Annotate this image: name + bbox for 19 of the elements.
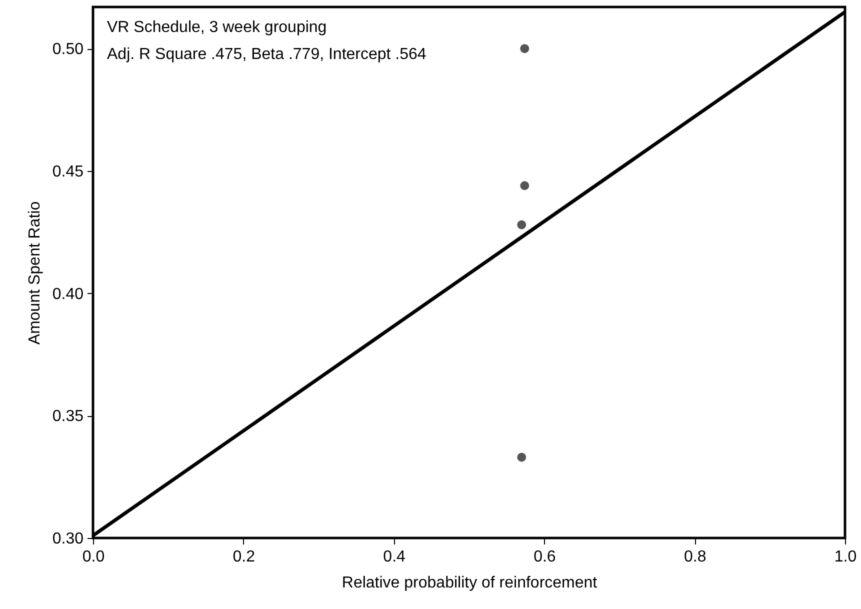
y-tick-label: 0.30 xyxy=(52,530,84,548)
annotation: Adj. R Square .475, Beta .779, Intercept .564 xyxy=(107,46,426,63)
x-tick-label: 0.6 xyxy=(534,548,556,566)
x-tick-label: 0.2 xyxy=(232,548,256,566)
y-axis-title: Amount Spent Ratio xyxy=(26,201,44,345)
y-tick-label: 0.50 xyxy=(52,41,84,58)
y-tick-label: 0.40 xyxy=(52,286,84,303)
point xyxy=(517,220,526,230)
y-tick-label: 0.35 xyxy=(52,408,84,426)
point xyxy=(517,452,526,462)
x-axis-title: Relative probability of reinforcement xyxy=(342,574,598,592)
point xyxy=(520,181,530,190)
point xyxy=(520,44,530,54)
text: 1.0 xyxy=(834,548,857,566)
annotation: VR Schedule, 3 week grouping xyxy=(107,19,327,36)
x-tick-label: 0.8 xyxy=(684,548,706,566)
text: 0.0 xyxy=(82,548,105,566)
x-tick-label: 0.4 xyxy=(383,548,406,566)
y-tick-label: 0.45 xyxy=(52,163,84,180)
